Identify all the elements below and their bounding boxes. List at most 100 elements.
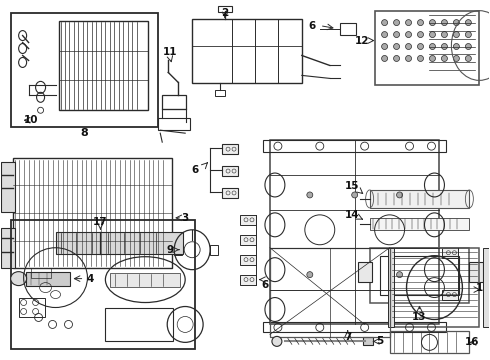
Ellipse shape [393,32,399,37]
Bar [375,11,479,85]
Text: 10: 10 [24,115,38,125]
Bar [363,337,372,345]
Ellipse shape [406,55,412,62]
Ellipse shape [272,336,282,346]
Ellipse shape [429,20,436,26]
Text: 14: 14 [344,210,359,220]
Bar [222,188,238,198]
Bar [11,220,195,349]
Bar [215,90,225,96]
Bar [270,140,440,324]
Ellipse shape [406,20,412,26]
Text: 1: 1 [476,283,483,293]
Bar [390,332,469,353]
Ellipse shape [429,55,436,62]
Bar [369,248,469,302]
Ellipse shape [406,44,412,50]
Text: 16: 16 [465,337,480,347]
Ellipse shape [352,192,358,198]
Ellipse shape [393,55,399,62]
Ellipse shape [393,44,399,50]
Ellipse shape [453,55,460,62]
Ellipse shape [466,55,471,62]
Bar [388,248,393,328]
Text: 6: 6 [261,280,269,289]
Bar [162,95,186,109]
Ellipse shape [11,272,26,285]
Bar [442,289,458,300]
Bar [380,256,460,294]
Bar [55,232,183,254]
Bar [240,235,256,245]
Bar [0,162,15,212]
Bar [158,118,190,130]
Ellipse shape [396,272,403,278]
Text: 12: 12 [354,36,369,46]
Text: 9: 9 [167,245,174,255]
Bar [105,307,173,341]
Ellipse shape [417,55,423,62]
Ellipse shape [307,272,313,278]
Bar [483,248,490,328]
Ellipse shape [382,55,388,62]
Ellipse shape [453,20,460,26]
Bar [25,272,71,285]
Ellipse shape [441,32,447,37]
Bar [192,19,302,84]
Bar [270,248,390,337]
Ellipse shape [382,20,388,26]
Text: 3: 3 [182,213,189,223]
Ellipse shape [429,44,436,50]
Bar [58,21,148,110]
Ellipse shape [429,32,436,37]
Bar [218,6,232,12]
Ellipse shape [307,192,313,198]
Bar [469,262,483,282]
Ellipse shape [417,32,423,37]
Bar [222,144,238,154]
Bar [263,140,446,152]
Ellipse shape [382,32,388,37]
Text: 17: 17 [93,217,108,227]
Ellipse shape [466,32,471,37]
Bar [240,255,256,265]
Bar [0,228,15,268]
Ellipse shape [466,20,471,26]
Bar [369,218,469,230]
Ellipse shape [396,192,403,198]
Text: 4: 4 [87,274,94,284]
Bar [110,273,180,287]
Ellipse shape [441,44,447,50]
Bar [240,215,256,225]
Text: 15: 15 [344,181,359,191]
Bar [11,13,158,127]
Text: 2: 2 [221,8,229,18]
Bar [390,248,479,328]
Ellipse shape [382,44,388,50]
Bar [19,298,45,318]
Ellipse shape [453,32,460,37]
Text: 6: 6 [192,165,199,175]
Bar [263,323,446,332]
Ellipse shape [441,20,447,26]
Ellipse shape [393,20,399,26]
Bar [210,245,218,255]
Ellipse shape [466,44,471,50]
Ellipse shape [406,32,412,37]
Text: 5: 5 [376,336,383,346]
Text: 8: 8 [80,128,88,138]
Bar [369,190,469,208]
Text: 11: 11 [163,48,177,58]
Bar [240,275,256,285]
Ellipse shape [441,55,447,62]
Ellipse shape [417,44,423,50]
Text: 6: 6 [308,21,316,31]
Bar [13,158,172,268]
Ellipse shape [453,44,460,50]
Bar [358,262,371,282]
Ellipse shape [417,20,423,26]
Bar [174,245,182,255]
Text: 13: 13 [412,312,427,323]
Bar [442,248,458,258]
Text: 7: 7 [344,332,351,342]
